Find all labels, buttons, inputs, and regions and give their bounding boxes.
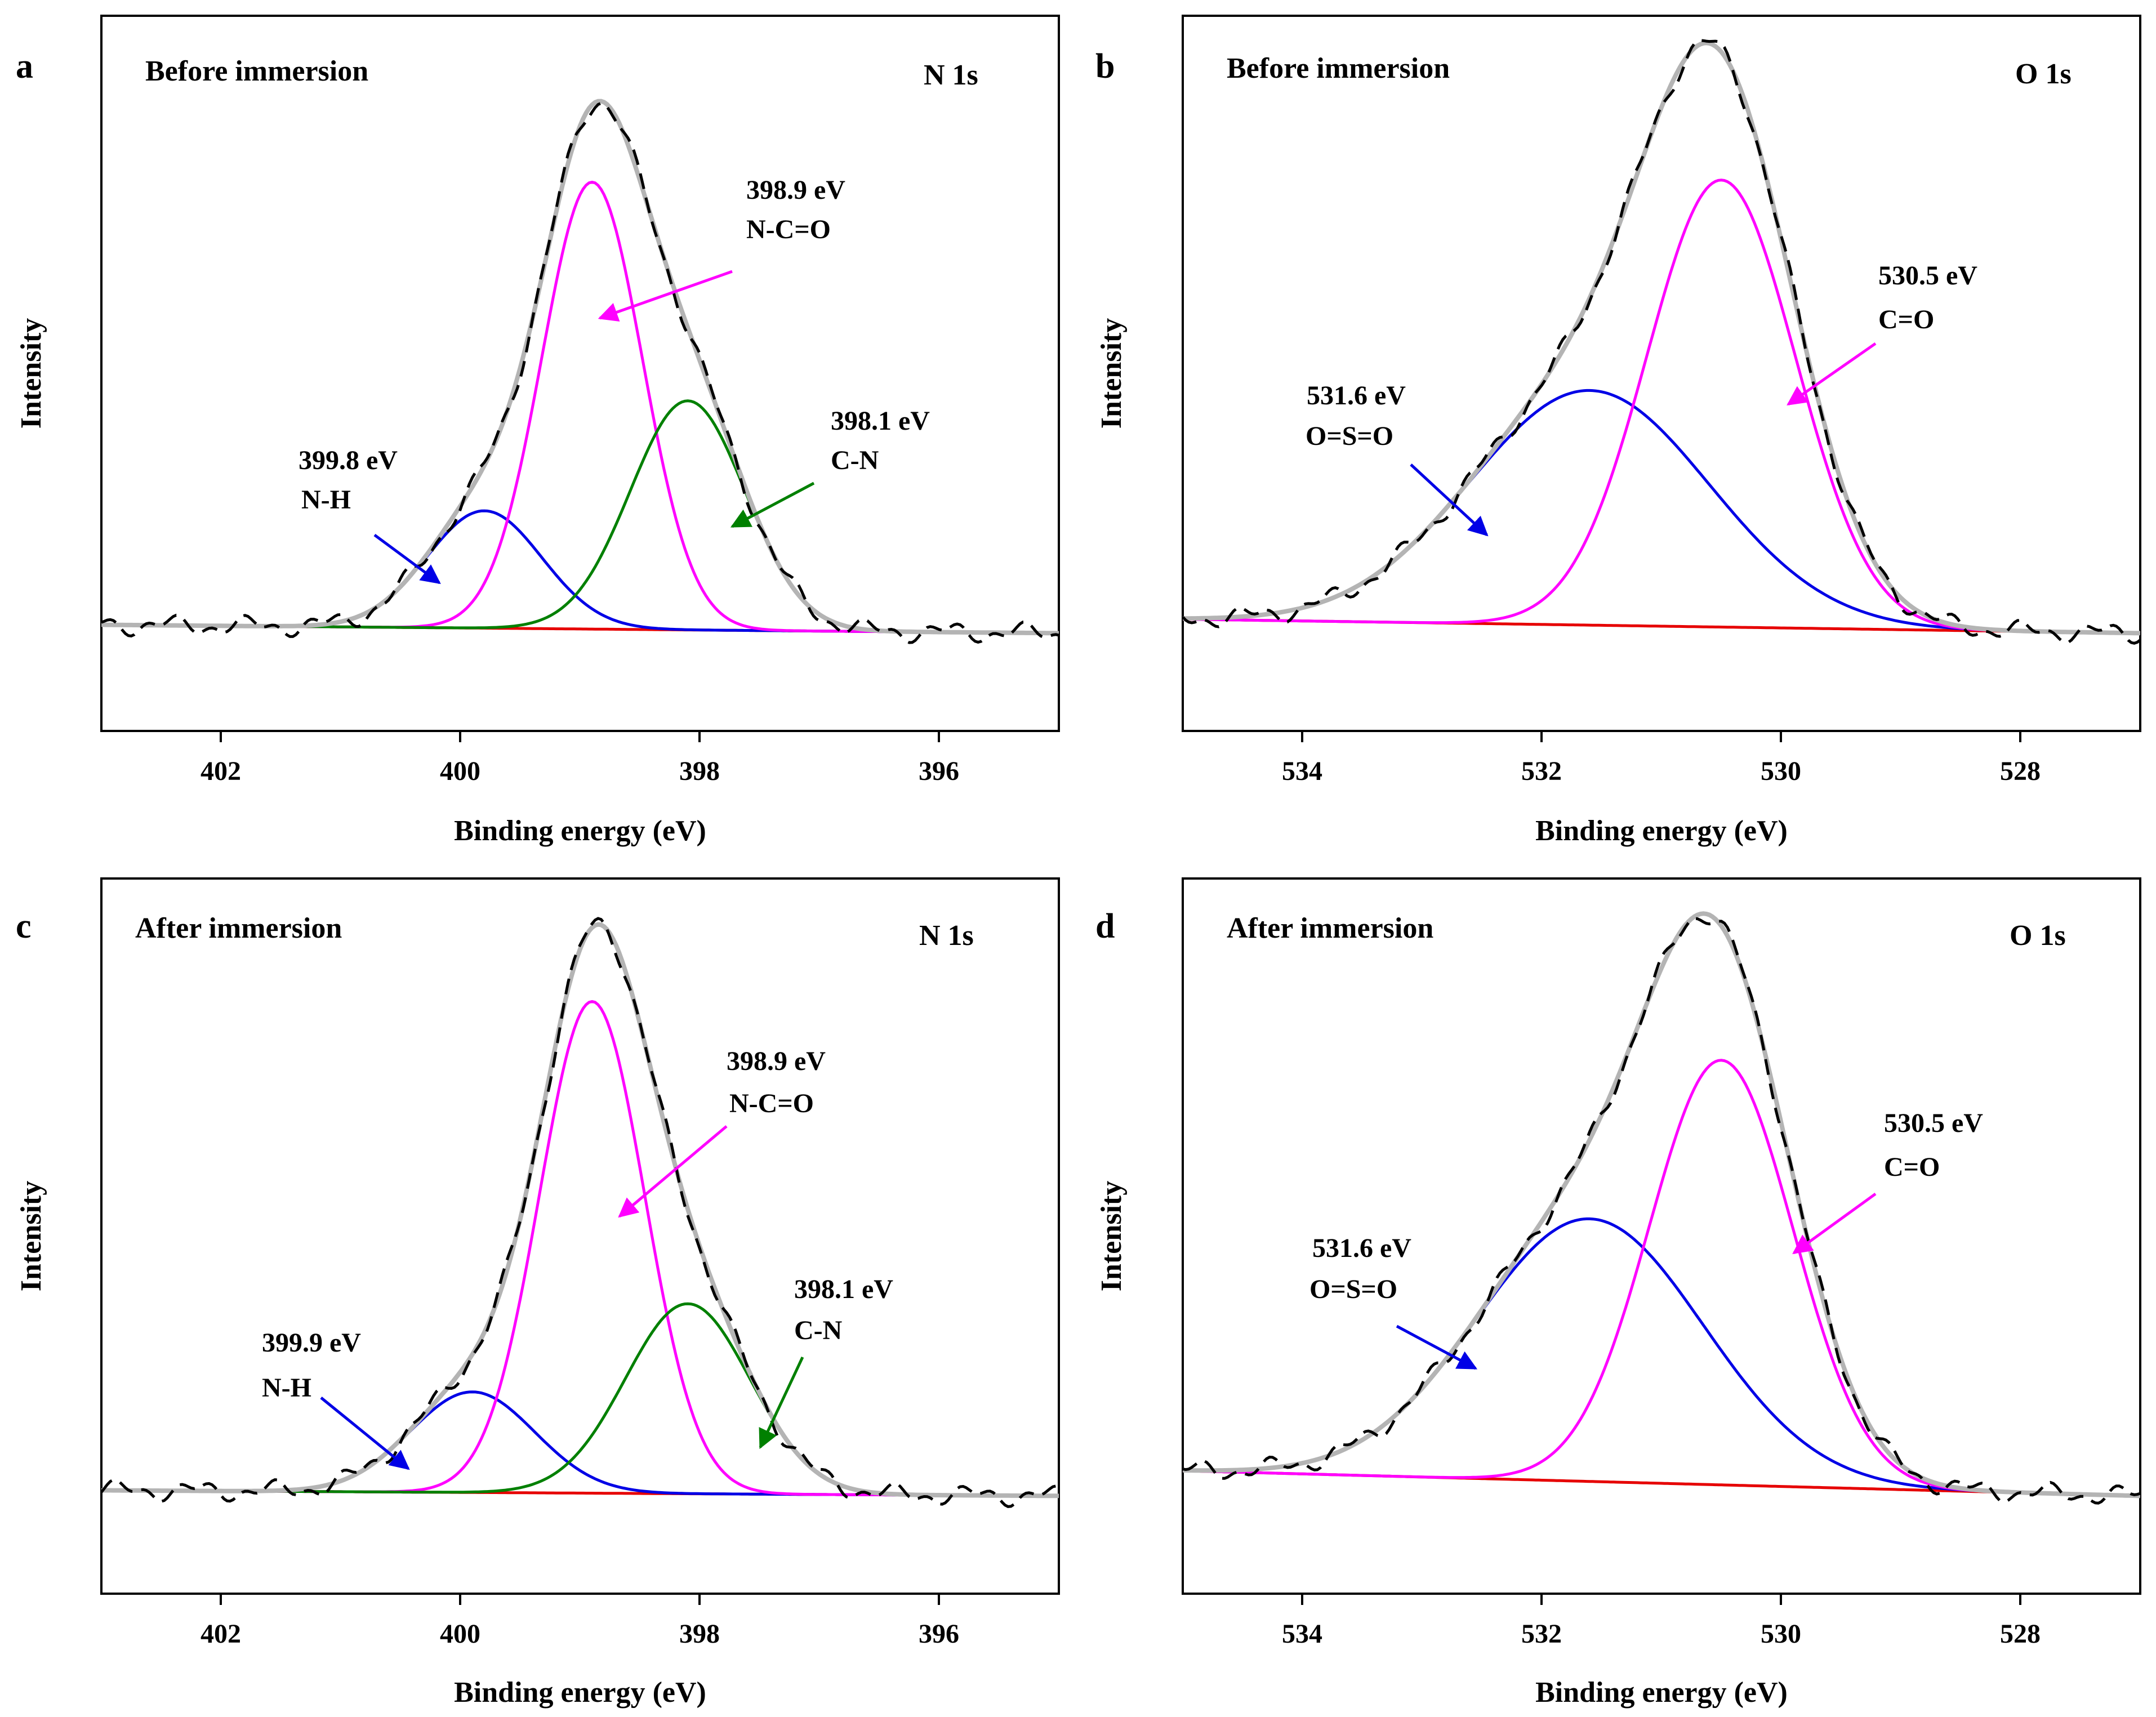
x-tick-label: 530 — [1761, 1619, 1801, 1649]
fit-curves — [100, 917, 1059, 1508]
x-tick-label: 532 — [1521, 756, 1562, 786]
panel-a: a Before immersion N 1s Intensity Bindin… — [15, 15, 1060, 847]
x-tick-label: 396 — [919, 756, 959, 786]
annotation-label: C-N — [831, 445, 879, 475]
x-tick-label: 530 — [1761, 756, 1801, 786]
experimental-curve — [1182, 39, 2141, 645]
annotation-energy: 398.1 eV — [831, 406, 930, 436]
panel-title: After immersion — [135, 912, 342, 944]
x-axis-label: Binding energy (eV) — [454, 815, 706, 847]
fit-curves — [101, 99, 1059, 644]
y-axis-label: Intensity — [1095, 318, 1128, 429]
component-curve-n-c-o — [101, 1000, 1059, 1497]
y-axis-label: Intensity — [15, 318, 47, 429]
x-ticks: 534 532 530 528 — [1282, 1594, 2041, 1649]
panel-b: b Before immersion O 1s Intensity Bindin… — [1095, 15, 2141, 847]
x-axis-label: Binding energy (eV) — [454, 1676, 706, 1709]
envelope-curve — [101, 922, 1059, 1499]
annotation-arrow-o-s-o — [1396, 1324, 1478, 1370]
x-tick-label: 528 — [2000, 756, 2041, 786]
fit-curves — [1182, 39, 2141, 645]
annotations: 530.5 eV C=O 531.6 eV O=S=O — [1309, 1108, 1983, 1370]
x-ticks: 402 400 398 396 — [201, 1594, 959, 1649]
spectrum-label: O 1s — [2015, 58, 2072, 90]
x-tick-label: 402 — [201, 1619, 241, 1649]
annotation-arrow-o-s-o — [1410, 463, 1489, 537]
x-tick-label: 398 — [679, 1619, 720, 1649]
x-ticks: 534 532 530 528 — [1282, 731, 2041, 786]
x-tick-label: 400 — [440, 1619, 480, 1649]
x-tick-label: 400 — [440, 756, 480, 786]
annotation-arrow-n-h — [373, 533, 441, 585]
x-tick-label: 528 — [2000, 1619, 2041, 1649]
spectrum-label: O 1s — [2010, 920, 2066, 952]
annotation-arrow-n-c-o — [598, 270, 733, 322]
annotation-arrow-c-n — [730, 481, 815, 528]
experimental-curve — [101, 101, 1059, 644]
annotation-label: N-H — [301, 485, 351, 515]
annotation-energy: 398.1 eV — [794, 1274, 893, 1304]
panel-title: Before immersion — [145, 55, 368, 87]
experimental-curve — [1182, 917, 2141, 1505]
annotation-energy: 399.8 eV — [299, 445, 398, 475]
panel-letter-c: c — [16, 907, 32, 946]
annotation-arrow-n-c-o — [618, 1125, 728, 1218]
annotation-energy: 530.5 eV — [1884, 1108, 1983, 1138]
panel-c: c After immersion N 1s Intensity Binding… — [15, 877, 1060, 1709]
panel-letter-a: a — [16, 47, 33, 86]
envelope-curve — [1182, 911, 2141, 1499]
x-ticks: 402 400 398 396 — [201, 731, 959, 786]
annotation-arrow-c-n — [759, 1356, 804, 1450]
x-tick-label: 534 — [1282, 1619, 1322, 1649]
x-tick-label: 396 — [919, 1619, 959, 1649]
annotation-energy: 399.9 eV — [262, 1328, 361, 1358]
panel-letter-d: d — [1095, 907, 1115, 946]
panel-title: Before immersion — [1227, 52, 1450, 84]
annotations: 398.9 eV N-C=O 398.1 eV C-N 399.9 eV N-H — [262, 1046, 893, 1470]
annotations: 530.5 eV C=O 531.6 eV O=S=O — [1306, 261, 1977, 537]
x-axis-label: Binding energy (eV) — [1535, 1676, 1788, 1709]
annotation-energy: 398.9 eV — [746, 175, 845, 205]
annotation-arrow-c-o — [1787, 342, 1877, 406]
x-tick-label: 398 — [679, 756, 720, 786]
y-axis-label: Intensity — [15, 1181, 47, 1291]
x-axis-label: Binding energy (eV) — [1535, 815, 1788, 847]
plot-frame — [1182, 15, 2141, 732]
annotation-label: O=S=O — [1309, 1274, 1397, 1304]
component-curve-n-h — [101, 1390, 1059, 1497]
fit-curves — [1182, 911, 2141, 1505]
x-tick-label: 534 — [1282, 756, 1322, 786]
annotation-energy: 530.5 eV — [1878, 261, 1977, 291]
annotation-label: N-C=O — [746, 215, 831, 244]
annotation-energy: 531.6 eV — [1307, 381, 1406, 411]
annotation-arrow-n-h — [320, 1397, 410, 1470]
annotations: 398.9 eV N-C=O 398.1 eV C-N 399.8 eV N-H — [299, 175, 930, 585]
annotation-label: C=O — [1884, 1152, 1940, 1182]
annotation-label: O=S=O — [1306, 421, 1393, 451]
plot-frame — [100, 15, 1060, 732]
spectrum-label: N 1s — [919, 920, 974, 952]
annotation-energy: 531.6 eV — [1312, 1233, 1411, 1263]
envelope-curve — [101, 99, 1059, 636]
annotation-energy: 398.9 eV — [727, 1046, 826, 1076]
plot-frame — [1182, 877, 2141, 1595]
annotation-arrow-c-o — [1792, 1192, 1877, 1255]
envelope-curve — [1182, 41, 2141, 636]
y-axis-label: Intensity — [1095, 1181, 1128, 1291]
panel-letter-b: b — [1095, 47, 1115, 86]
component-curve-c-n — [101, 1302, 1059, 1497]
panel-title: After immersion — [1227, 912, 1433, 944]
spectrum-label: N 1s — [924, 59, 978, 91]
annotation-label: C-N — [794, 1315, 843, 1345]
annotation-label: N-C=O — [729, 1089, 814, 1118]
annotation-label: C=O — [1878, 305, 1934, 335]
x-tick-label: 402 — [201, 756, 241, 786]
panel-d: d After immersion O 1s Intensity Binding… — [1095, 877, 2141, 1709]
experimental-curve — [100, 917, 1059, 1508]
plot-frame — [100, 877, 1060, 1595]
x-tick-label: 532 — [1521, 1619, 1562, 1649]
annotation-label: N-H — [262, 1373, 311, 1403]
